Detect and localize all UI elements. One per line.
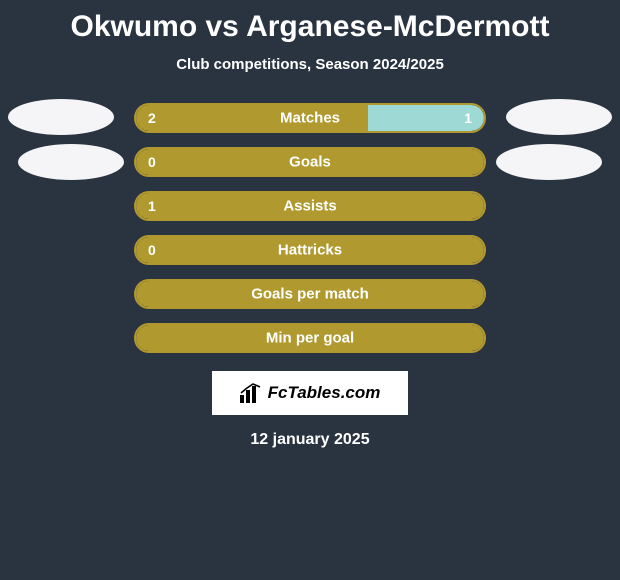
- stat-label: Goals per match: [251, 286, 369, 303]
- stat-bar: Goals 0: [134, 147, 486, 177]
- player-left-avatar-2: [18, 144, 124, 180]
- stat-label: Hattricks: [278, 242, 342, 259]
- subtitle: Club competitions, Season 2024/2025: [176, 56, 444, 73]
- stat-row: Goals per match: [0, 279, 620, 309]
- page-title: Okwumo vs Arganese-McDermott: [70, 10, 549, 44]
- brand-chart-icon: [240, 383, 262, 403]
- stat-bar: Assists 1: [134, 191, 486, 221]
- stat-bar: Min per goal: [134, 323, 486, 353]
- stat-row: Hattricks 0: [0, 235, 620, 265]
- stat-value-left: 2: [148, 110, 156, 126]
- stat-value-left: 0: [148, 154, 156, 170]
- stat-bar: Goals per match: [134, 279, 486, 309]
- stat-label: Assists: [283, 198, 336, 215]
- stat-bar: Hattricks 0: [134, 235, 486, 265]
- stats-area: Matches 2 1 Goals 0 Assists 1 Hattricks 0 Goals p…: [0, 103, 620, 353]
- footer-date: 12 january 2025: [250, 431, 369, 449]
- player-left-avatar-1: [8, 99, 114, 135]
- stat-bar: Matches 2 1: [134, 103, 486, 133]
- comparison-infographic: Okwumo vs Arganese-McDermott Club compet…: [0, 0, 620, 580]
- player-right-avatar-1: [506, 99, 612, 135]
- stat-label: Matches: [280, 110, 340, 127]
- stat-value-left: 0: [148, 242, 156, 258]
- stat-row: Min per goal: [0, 323, 620, 353]
- stat-label: Min per goal: [266, 330, 354, 347]
- brand-box[interactable]: FcTables.com: [212, 371, 409, 415]
- stat-row: Assists 1: [0, 191, 620, 221]
- stat-value-right: 1: [464, 110, 472, 126]
- stat-label: Goals: [289, 154, 331, 171]
- brand-text: FcTables.com: [268, 383, 381, 403]
- stat-value-left: 1: [148, 198, 156, 214]
- player-right-avatar-2: [496, 144, 602, 180]
